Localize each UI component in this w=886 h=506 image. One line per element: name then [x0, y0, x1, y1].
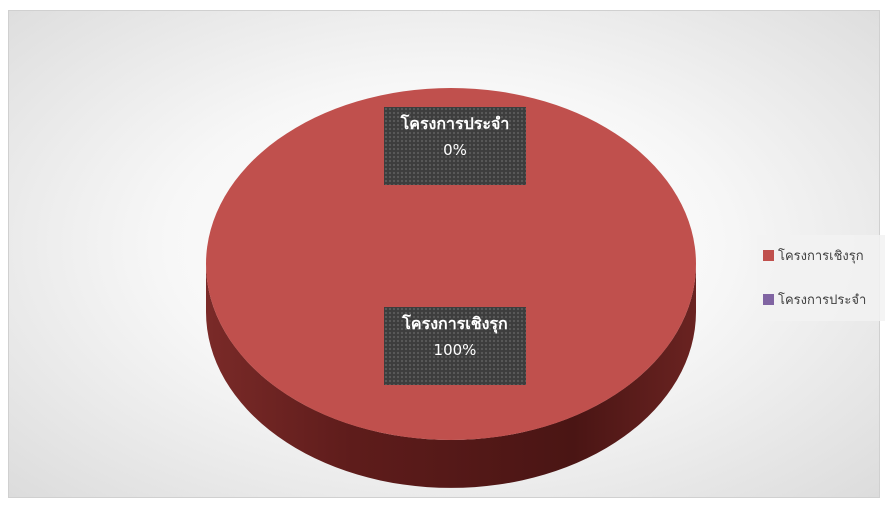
data-label-proaktiv-category: โครงการเชิงรุก — [402, 314, 508, 333]
pie-slice-side-proaktiv — [206, 264, 696, 488]
legend-item-proaktiv: โครงการเชิงรุก — [763, 245, 864, 266]
legend-swatch-routine — [763, 294, 774, 305]
legend-label-routine: โครงการประจำ — [778, 293, 867, 308]
legend-label-proaktiv: โครงการเชิงรุก — [778, 249, 864, 264]
legend-swatch-proaktiv — [763, 250, 774, 261]
pie-slice-proaktiv — [206, 88, 696, 440]
data-label-routine-value: 0% — [443, 141, 467, 159]
data-label-routine: โครงการประจำ 0% — [384, 107, 526, 185]
chart-legend: โครงการเชิงรุก โครงการประจำ — [757, 235, 885, 321]
data-label-proaktiv: โครงการเชิงรุก 100% — [384, 307, 526, 385]
data-label-proaktiv-value: 100% — [433, 341, 477, 359]
chart-area: โครงการประจำ 0% โครงการเชิงรุก 100% โครง… — [8, 10, 885, 498]
pie-chart — [206, 88, 696, 488]
legend-item-routine: โครงการประจำ — [763, 289, 866, 310]
data-label-routine-category: โครงการประจำ — [400, 114, 510, 133]
